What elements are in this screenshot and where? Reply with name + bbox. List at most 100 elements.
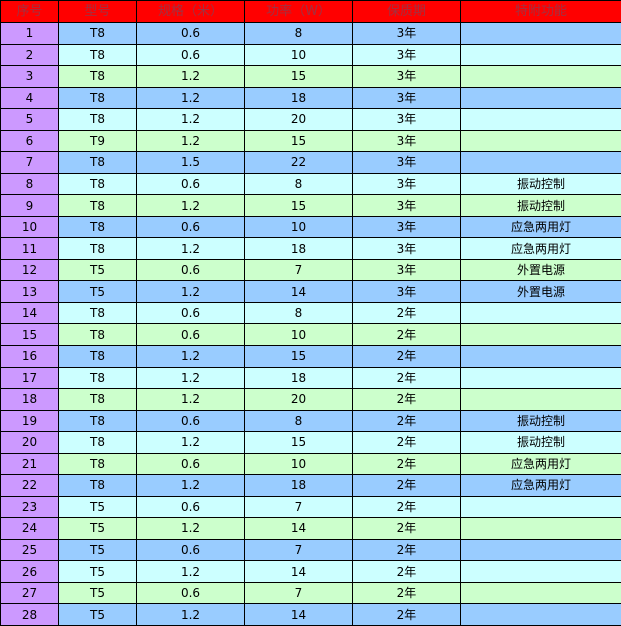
cell-model: T8 (58, 43, 137, 67)
cell-warranty: 3年 (352, 172, 461, 196)
cell-index: 27 (0, 581, 59, 605)
cell-warranty: 3年 (352, 43, 461, 67)
cell-power: 15 (244, 431, 353, 454)
cell-warranty: 2年 (352, 344, 461, 368)
cell-power: 15 (244, 344, 353, 368)
cell-length: 1.2 (136, 280, 245, 303)
cell-length: 0.6 (136, 495, 245, 519)
cell-power: 15 (244, 129, 353, 153)
cell-power: 14 (244, 560, 353, 583)
cell-length: 0.6 (136, 581, 245, 605)
cell-feature: 振动控制 (460, 194, 621, 217)
cell-index: 19 (0, 409, 59, 433)
cell-index: 22 (0, 474, 59, 497)
table-row: 6 T9 1.2 15 3年 (0, 129, 621, 153)
cell-index: 3 (0, 65, 59, 88)
cell-feature (460, 86, 621, 110)
cell-feature (460, 344, 621, 368)
cell-length: 1.2 (136, 65, 245, 88)
cell-warranty: 3年 (352, 237, 461, 260)
table-row: 21 T8 0.6 10 2年 应急两用灯 (0, 452, 621, 476)
cell-feature (460, 323, 621, 346)
cell-model: T5 (58, 603, 137, 626)
cell-index: 17 (0, 366, 59, 390)
table-row: 2 T8 0.6 10 3年 (0, 43, 621, 67)
cell-feature (460, 301, 621, 325)
cell-model: T8 (58, 388, 137, 411)
cell-index: 4 (0, 86, 59, 110)
cell-model: T8 (58, 22, 137, 45)
cell-length: 0.6 (136, 22, 245, 45)
cell-warranty: 2年 (352, 581, 461, 605)
cell-power: 20 (244, 108, 353, 131)
cell-power: 15 (244, 194, 353, 217)
cell-power: 18 (244, 474, 353, 497)
cell-feature: 应急两用灯 (460, 474, 621, 497)
cell-index: 24 (0, 517, 59, 540)
cell-feature: 振动控制 (460, 172, 621, 196)
table-row: 13 T5 1.2 14 3年 外置电源 (0, 280, 621, 303)
cell-length: 0.6 (136, 43, 245, 67)
cell-feature (460, 65, 621, 88)
table-row: 8 T8 0.6 8 3年 振动控制 (0, 172, 621, 196)
cell-power: 7 (244, 581, 353, 605)
cell-length: 1.2 (136, 237, 245, 260)
cell-power: 10 (244, 323, 353, 346)
cell-feature (460, 129, 621, 153)
cell-index: 25 (0, 538, 59, 562)
cell-index: 13 (0, 280, 59, 303)
header-model: 型号 (58, 0, 137, 23)
cell-index: 8 (0, 172, 59, 196)
cell-warranty: 2年 (352, 538, 461, 562)
table-row: 26 T5 1.2 14 2年 (0, 560, 621, 583)
cell-warranty: 3年 (352, 65, 461, 88)
cell-power: 10 (244, 43, 353, 67)
cell-warranty: 3年 (352, 129, 461, 153)
cell-length: 1.2 (136, 366, 245, 390)
cell-power: 8 (244, 409, 353, 433)
cell-length: 0.6 (136, 301, 245, 325)
cell-model: T8 (58, 86, 137, 110)
cell-length: 0.6 (136, 409, 245, 433)
header-power: 功率（W） (244, 0, 353, 23)
cell-model: T8 (58, 237, 137, 260)
cell-warranty: 3年 (352, 280, 461, 303)
cell-model: T5 (58, 280, 137, 303)
cell-model: T5 (58, 560, 137, 583)
cell-feature (460, 538, 621, 562)
cell-feature (460, 108, 621, 131)
table-row: 15 T8 0.6 10 2年 (0, 323, 621, 346)
cell-feature (460, 517, 621, 540)
table-row: 22 T8 1.2 18 2年 应急两用灯 (0, 474, 621, 497)
cell-power: 8 (244, 22, 353, 45)
cell-model: T5 (58, 495, 137, 519)
cell-feature (460, 560, 621, 583)
cell-length: 0.6 (136, 258, 245, 282)
cell-feature: 振动控制 (460, 409, 621, 433)
cell-length: 0.6 (136, 172, 245, 196)
cell-feature (460, 495, 621, 519)
cell-warranty: 2年 (352, 366, 461, 390)
table-row: 27 T5 0.6 7 2年 (0, 581, 621, 605)
cell-power: 20 (244, 388, 353, 411)
table-row: 17 T8 1.2 18 2年 (0, 366, 621, 390)
cell-length: 1.2 (136, 517, 245, 540)
cell-warranty: 2年 (352, 323, 461, 346)
cell-length: 1.2 (136, 194, 245, 217)
table-row: 24 T5 1.2 14 2年 (0, 517, 621, 540)
cell-warranty: 3年 (352, 22, 461, 45)
cell-model: T8 (58, 474, 137, 497)
cell-power: 18 (244, 366, 353, 390)
table-row: 3 T8 1.2 15 3年 (0, 65, 621, 88)
cell-warranty: 3年 (352, 194, 461, 217)
table-row: 25 T5 0.6 7 2年 (0, 538, 621, 562)
cell-length: 1.2 (136, 431, 245, 454)
table-row: 7 T8 1.5 22 3年 (0, 151, 621, 174)
cell-feature: 应急两用灯 (460, 452, 621, 476)
cell-feature (460, 151, 621, 174)
cell-power: 7 (244, 258, 353, 282)
table-row: 16 T8 1.2 15 2年 (0, 344, 621, 368)
cell-model: T8 (58, 344, 137, 368)
cell-index: 21 (0, 452, 59, 476)
cell-feature (460, 43, 621, 67)
